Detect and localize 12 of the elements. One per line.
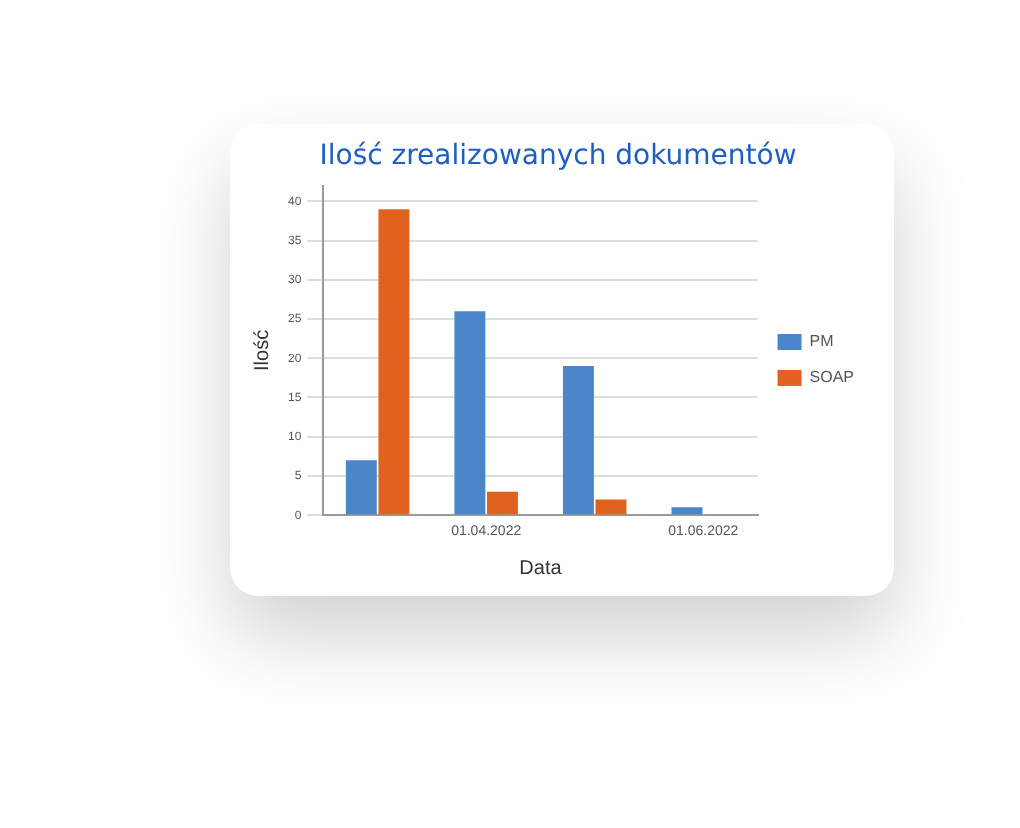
legend-label: PM xyxy=(809,332,835,351)
bar xyxy=(486,491,518,515)
chart-title: Ilość zrealizowanych dokumentów xyxy=(319,140,797,173)
bar xyxy=(454,311,486,515)
x-axis-title: Data xyxy=(519,557,563,580)
bar xyxy=(345,460,377,515)
bar xyxy=(562,366,594,515)
bar xyxy=(595,499,627,515)
bar xyxy=(378,209,410,515)
y-axis-title: Ilość xyxy=(251,329,274,371)
legend-label: SOAP xyxy=(809,368,855,387)
bar xyxy=(671,507,703,515)
